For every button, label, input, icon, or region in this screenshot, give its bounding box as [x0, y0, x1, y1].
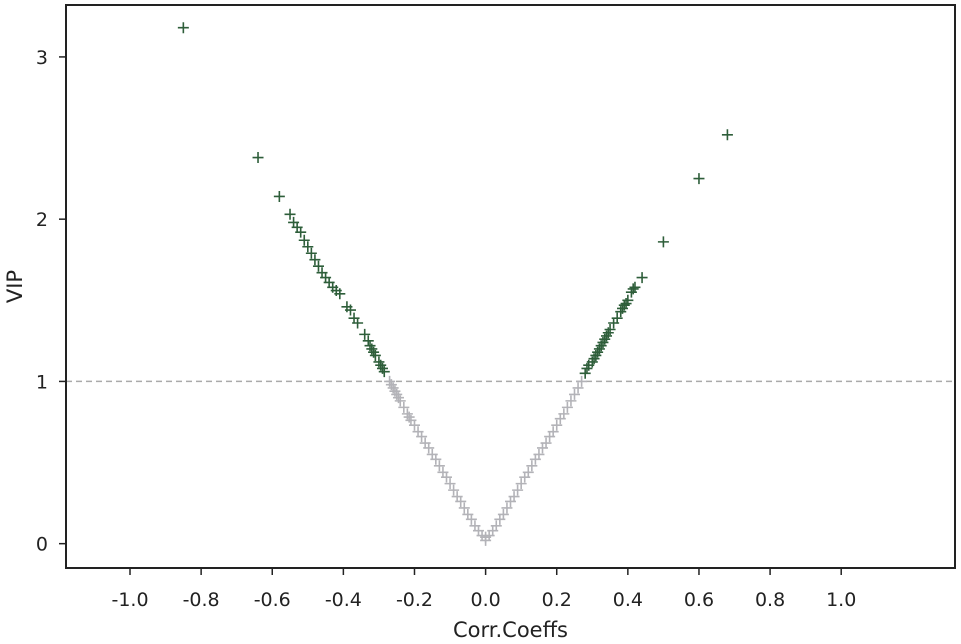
- data-point: [551, 419, 563, 431]
- data-point: [576, 375, 588, 387]
- data-point: [433, 460, 445, 472]
- data-point: [522, 466, 534, 478]
- data-point: [515, 478, 527, 490]
- data-point: [540, 437, 552, 449]
- data-point: [369, 349, 381, 361]
- data-point: [721, 129, 733, 141]
- x-tick-label: 0.6: [684, 589, 714, 611]
- data-point: [455, 495, 467, 507]
- data-point: [611, 312, 623, 324]
- y-tick-label: 1: [36, 371, 48, 393]
- y-tick-label: 3: [36, 47, 48, 69]
- x-tick-label: 0.2: [542, 589, 572, 611]
- data-point: [558, 408, 570, 420]
- data-point: [497, 508, 509, 520]
- data-point: [501, 502, 513, 514]
- x-tick-label: 0.4: [613, 589, 643, 611]
- data-point: [305, 247, 317, 259]
- data-point: [572, 382, 584, 394]
- data-point: [444, 478, 456, 490]
- data-point: [569, 388, 581, 400]
- data-point: [177, 22, 189, 34]
- x-tick-label: 0.0: [470, 589, 500, 611]
- x-tick-label: -0.2: [396, 589, 433, 611]
- data-point: [295, 226, 307, 238]
- data-point: [448, 484, 460, 496]
- x-tick-label: -1.0: [111, 589, 148, 611]
- data-point: [423, 442, 435, 454]
- data-point: [490, 520, 502, 532]
- x-tick-label: 0.8: [755, 589, 785, 611]
- data-point: [352, 317, 364, 329]
- x-tick-label: -0.8: [183, 589, 220, 611]
- data-point: [627, 283, 639, 295]
- data-point: [394, 395, 406, 407]
- data-point: [636, 272, 648, 284]
- data-point: [458, 502, 470, 514]
- data-point: [298, 234, 310, 246]
- y-tick-label: 2: [36, 209, 48, 231]
- data-point: [604, 323, 616, 335]
- data-point: [508, 491, 520, 503]
- data-point: [465, 513, 477, 525]
- data-point: [334, 288, 346, 300]
- data-point: [362, 335, 374, 347]
- data-point: [252, 152, 264, 164]
- data-point: [344, 304, 356, 316]
- y-tick-label: 0: [36, 534, 48, 556]
- x-tick-label: -0.6: [254, 589, 291, 611]
- data-point: [629, 281, 641, 293]
- data-point: [565, 395, 577, 407]
- data-points: [177, 22, 733, 546]
- x-axis-ticks: -1.0 -0.8 -0.6 -0.4 -0.2 0.0 0.2 0.4 0.6 0.8 1.0: [111, 568, 856, 611]
- data-point: [440, 471, 452, 483]
- x-tick-label: 1.0: [826, 589, 856, 611]
- data-point: [430, 453, 442, 465]
- data-point: [309, 254, 321, 266]
- y-axis-label: VIP: [3, 270, 27, 303]
- x-axis-label: Corr.Coeffs: [453, 618, 568, 642]
- data-point: [693, 173, 705, 185]
- data-point: [359, 328, 371, 340]
- data-point: [398, 401, 410, 413]
- x-tick-label: -0.4: [325, 589, 362, 611]
- data-point: [561, 401, 573, 413]
- data-point: [302, 241, 314, 253]
- data-point: [408, 419, 420, 431]
- data-point: [657, 236, 669, 248]
- data-point: [312, 260, 324, 272]
- data-point: [622, 294, 634, 306]
- data-point: [547, 426, 559, 438]
- data-point: [273, 190, 285, 202]
- plot-frame: [65, 4, 956, 569]
- data-point: [378, 366, 390, 378]
- data-point: [526, 460, 538, 472]
- data-point: [512, 484, 524, 496]
- data-point: [416, 431, 428, 443]
- y-axis-ticks: 0 1 2 3: [36, 47, 66, 556]
- data-point: [533, 448, 545, 460]
- data-point: [579, 367, 591, 379]
- data-point: [284, 208, 296, 220]
